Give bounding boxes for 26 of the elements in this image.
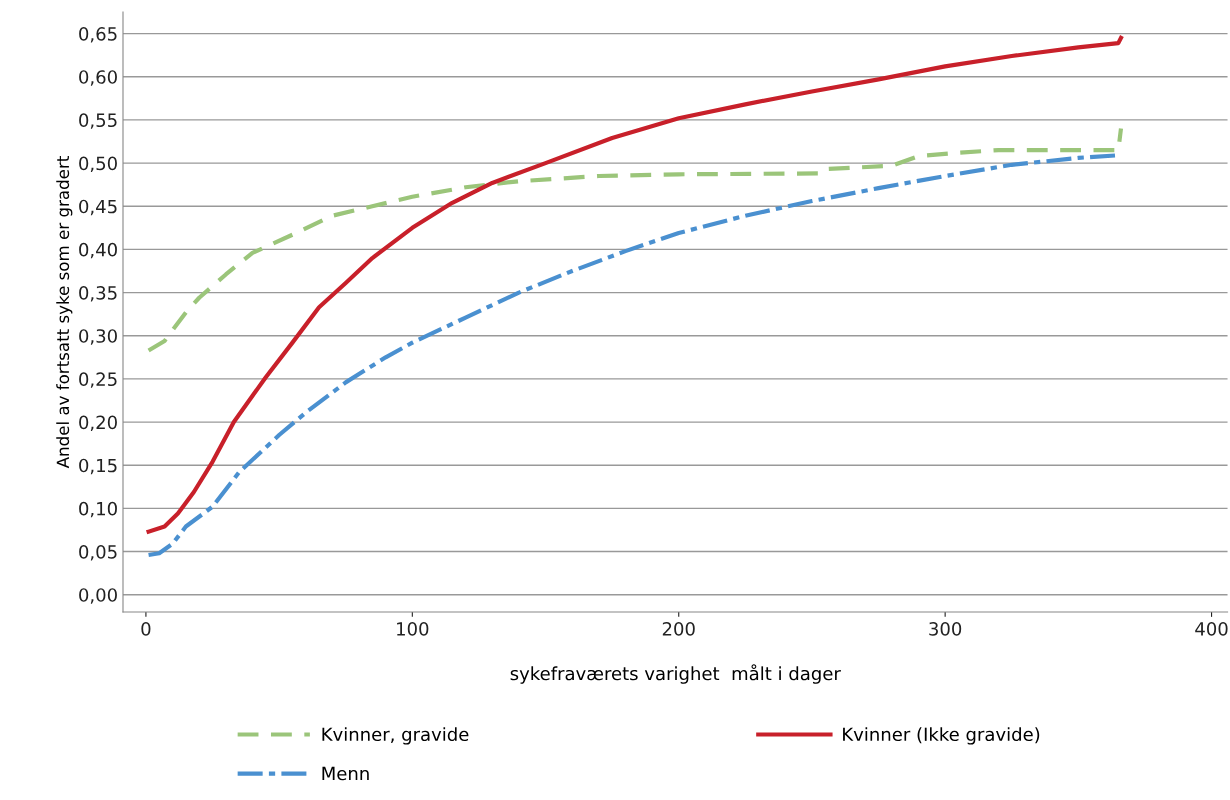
y-tick-label: 0,10 <box>79 501 117 518</box>
x-tick-label: 0 <box>141 622 151 636</box>
y-tick-label: 0,40 <box>79 242 117 259</box>
legend-label: Menn <box>322 766 369 781</box>
legend-label: Kvinner, gravide <box>322 727 469 745</box>
line-series <box>146 126 1124 353</box>
legend-label: Kvinner (Ikke gravide) <box>843 727 1040 745</box>
y-tick-label: 0,00 <box>79 588 117 604</box>
y-tick-label: 0,50 <box>79 156 117 173</box>
x-axis-title: sykefraværets varighet målt i dager <box>510 664 841 684</box>
y-tick-label: 0,60 <box>79 70 117 86</box>
y-tick-label: 0,30 <box>79 329 117 345</box>
line-series <box>146 35 1124 534</box>
y-tick-label: 0,05 <box>79 545 117 561</box>
y-tick-label: 0,25 <box>79 372 117 388</box>
y-tick-label: 0,15 <box>79 458 117 475</box>
x-tick-label: 300 <box>929 622 962 636</box>
y-tick-label: 0,20 <box>79 415 117 432</box>
y-tick-label: 0,65 <box>79 27 117 43</box>
y-tick-label: 0,35 <box>79 286 117 302</box>
x-tick-label: 400 <box>1195 622 1228 636</box>
x-tick-label: 200 <box>662 622 695 636</box>
y-tick-label: 0,45 <box>79 199 117 216</box>
y-tick-label: 0,55 <box>79 113 117 129</box>
y-axis-title: Andel av fortsatt syke som er gradert <box>56 156 73 469</box>
x-tick-label: 100 <box>397 622 429 636</box>
